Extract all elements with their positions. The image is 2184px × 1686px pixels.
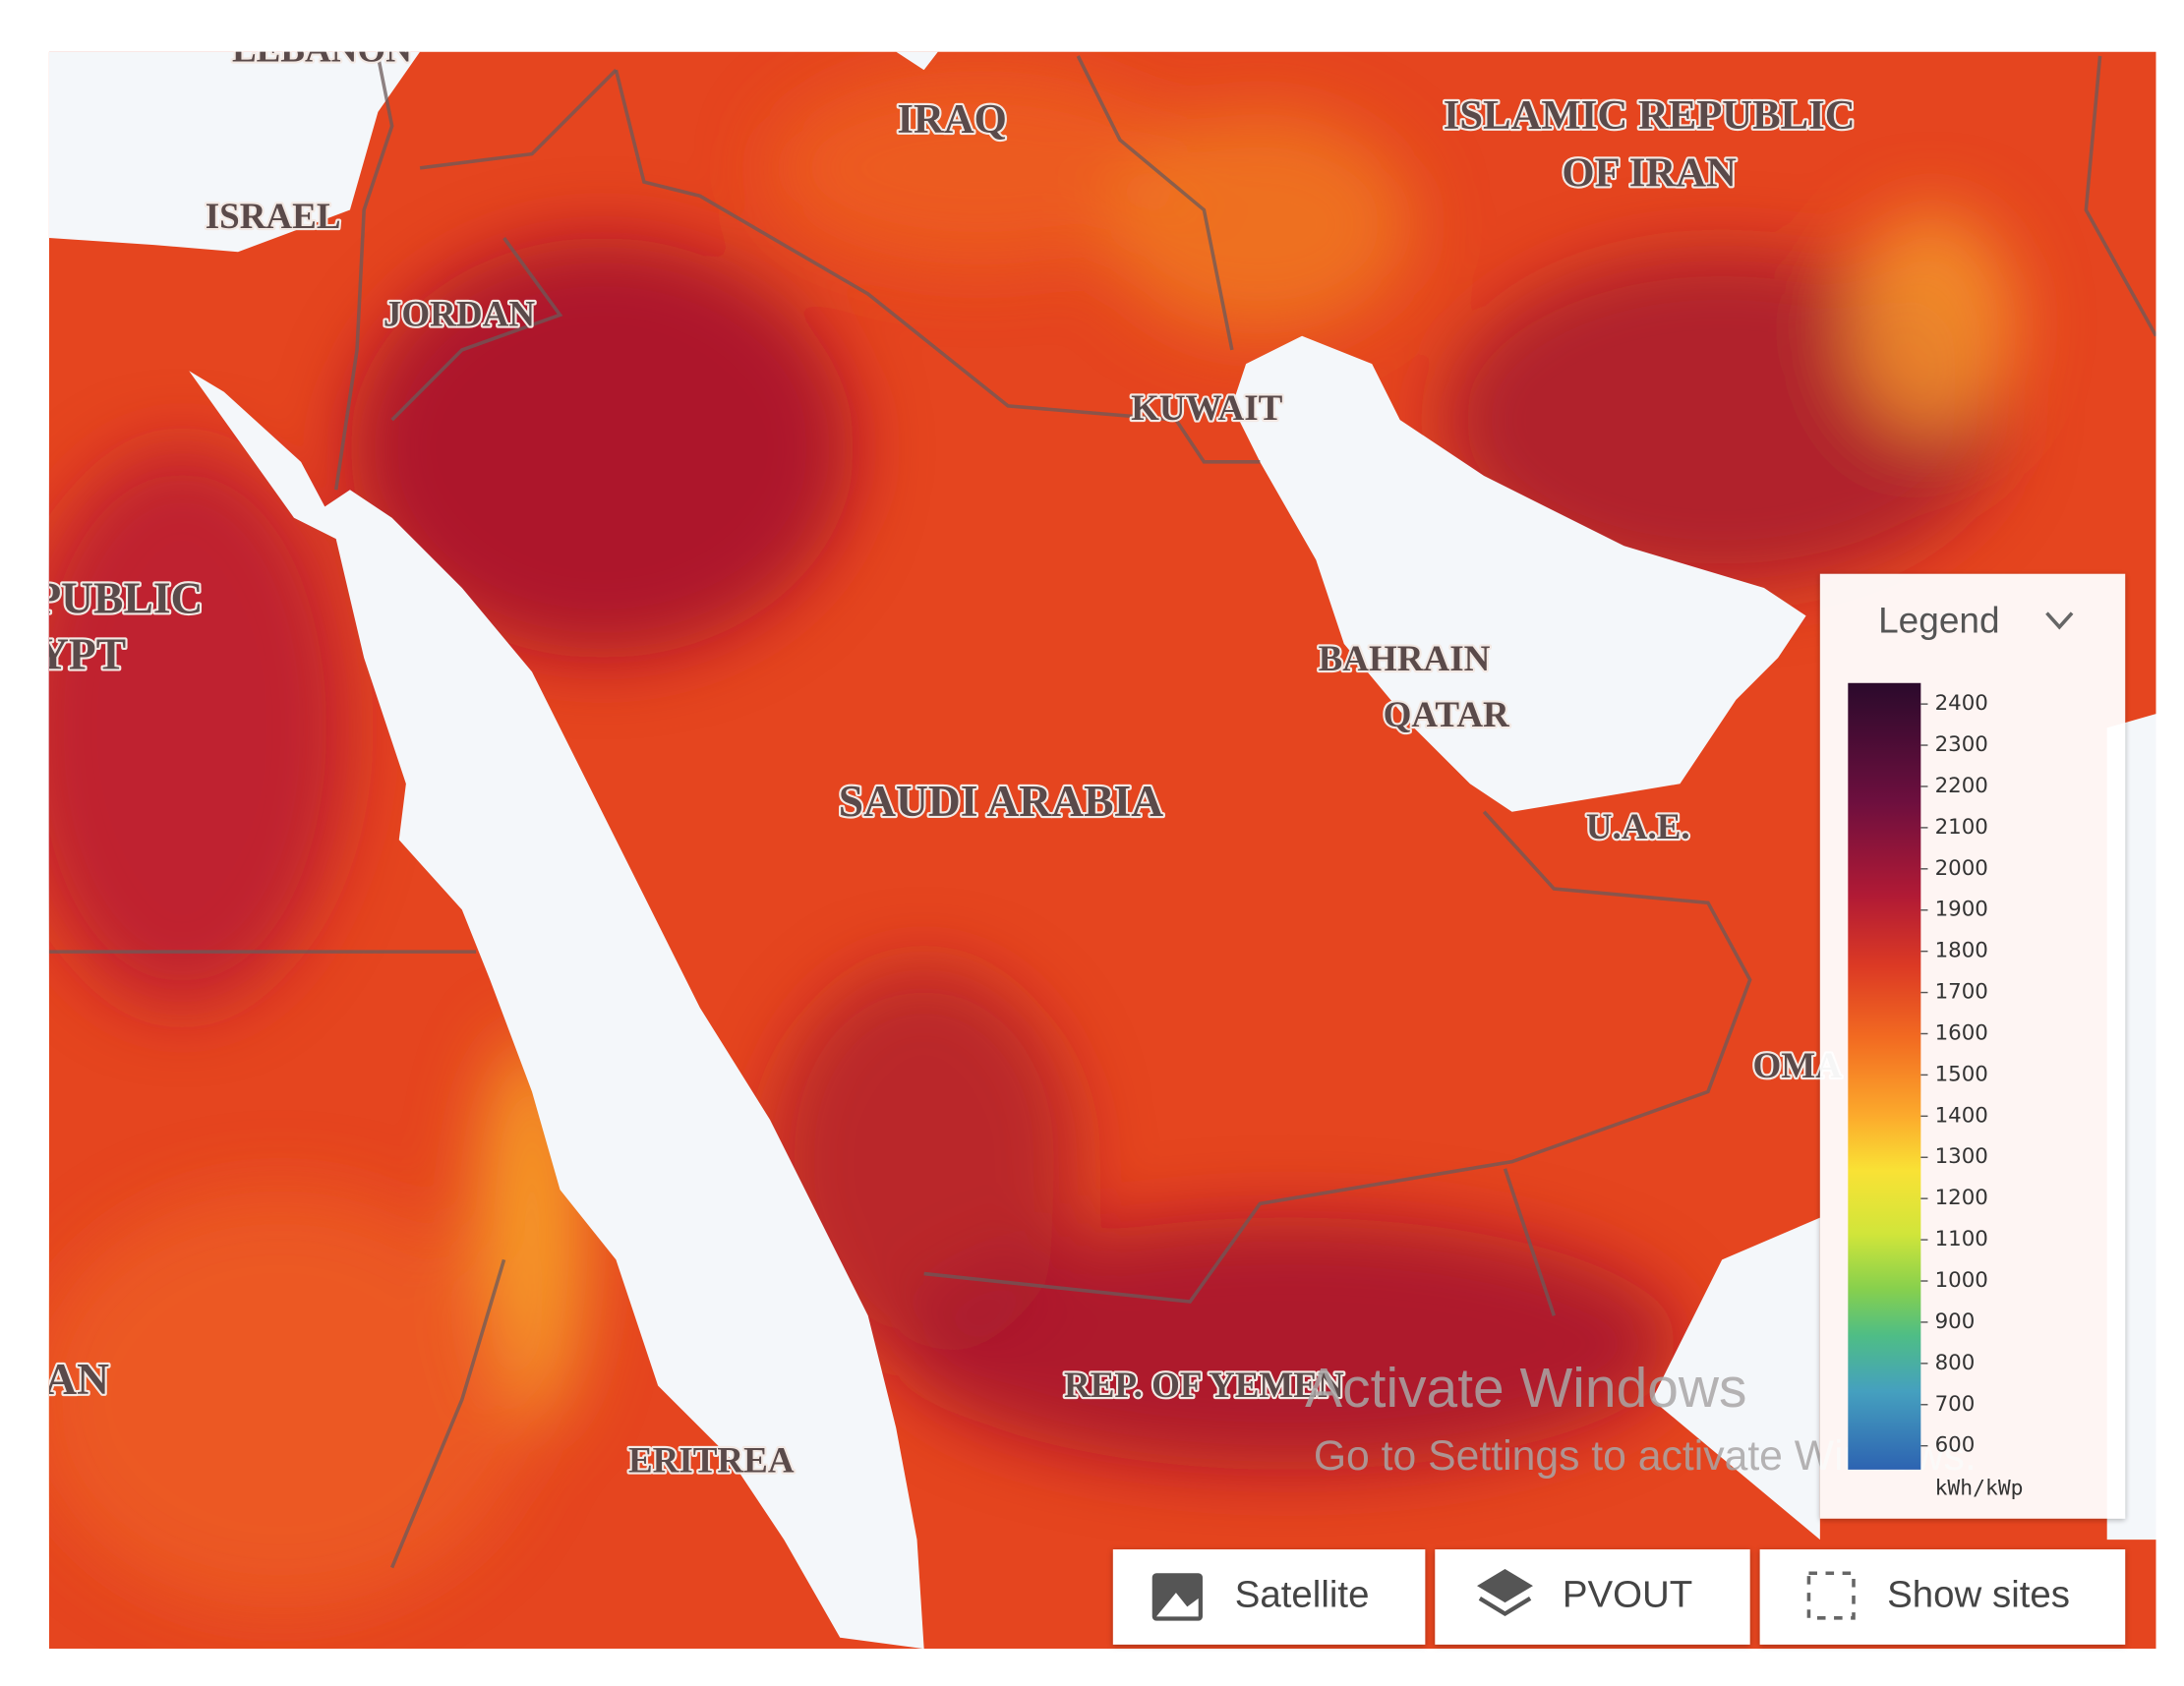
button-background (1435, 1549, 1750, 1645)
place-label: QATAR (1384, 695, 1510, 735)
sites-icon (1806, 1571, 1856, 1620)
legend-title: Legend (1878, 600, 1999, 641)
legend-unit: kWh/kWp (1935, 1477, 2024, 1501)
place-label: PUBLIC (33, 573, 203, 623)
place-label: ERITREA (628, 1441, 795, 1482)
watermark-title: Activate Windows (1305, 1357, 1746, 1420)
place-labels: LEBANON IRAQ ISLAMIC REPUBLIC OF IRAN IS… (33, 30, 1858, 1483)
place-label: IRAQ (897, 96, 1007, 143)
legend-chevron[interactable] (2045, 611, 2074, 630)
button-label: PVOUT (1563, 1574, 1692, 1616)
legend-tick-label: 700 (1935, 1392, 1976, 1417)
legend-tick-label: 2100 (1935, 815, 1988, 840)
place-label: SAUDI ARABIA (839, 776, 1163, 826)
legend-tick-label: 2400 (1935, 691, 1988, 716)
place-label: ISRAEL (206, 197, 341, 237)
toolbar: Satellite PVOUT Show sites (1112, 1549, 2126, 1645)
place-label: U.A.E. (1586, 807, 1690, 847)
legend-header[interactable]: Legend (1878, 600, 2074, 641)
legend-tick-label: 2300 (1935, 732, 1988, 757)
show-sites-button[interactable]: Show sites (1759, 1549, 2126, 1645)
button-label: Show sites (1887, 1574, 2070, 1616)
legend-tick-label: 1300 (1935, 1144, 1988, 1169)
place-label: YPT (36, 629, 126, 679)
legend-tick-label: 900 (1935, 1309, 1976, 1334)
map[interactable]: LEBANON IRAQ ISLAMIC REPUBLIC OF IRAN IS… (14, 30, 2156, 1650)
legend-tick-label: 1200 (1935, 1186, 1988, 1210)
legend-tick-label: 1700 (1935, 980, 1988, 1005)
button-label: Satellite (1235, 1574, 1370, 1616)
satellite-icon-detail (1155, 1593, 1199, 1617)
place-label: AN (44, 1354, 109, 1404)
legend-tick-label: 600 (1935, 1433, 1976, 1458)
irradiance-shading (48, 70, 2017, 1610)
place-label: KUWAIT (1131, 388, 1283, 429)
legend-colorbar (1848, 682, 1921, 1470)
legend-tick-label: 1600 (1935, 1020, 1988, 1045)
place-label: ISLAMIC REPUBLIC (1444, 92, 1856, 139)
layers-icon-detail (1478, 1597, 1532, 1617)
layers-icon (1477, 1568, 1533, 1603)
place-label: REP. OF YEMEN (1064, 1366, 1344, 1406)
place-label: BAHRAIN (1319, 639, 1491, 679)
legend-tick-label: 1400 (1935, 1103, 1988, 1128)
legend-tick-label: 800 (1935, 1351, 1976, 1375)
borders (48, 55, 2156, 1569)
place-label: OF IRAN (1562, 149, 1737, 196)
legend-tick-label: 1800 (1935, 939, 1988, 963)
legend-tick-label: 2000 (1935, 856, 1988, 881)
satellite-button[interactable]: Satellite (1112, 1549, 1426, 1645)
legend-tick-label: 1500 (1935, 1062, 1988, 1086)
legend-tick-label: 1000 (1935, 1268, 1988, 1293)
legend-tick-label: 2200 (1935, 774, 1988, 798)
legend-tick-label: 1100 (1935, 1227, 1988, 1251)
place-label: LEBANON (232, 30, 412, 71)
legend-tick-label: 1900 (1935, 898, 1988, 922)
button-background (1759, 1549, 2126, 1645)
place-label: JORDAN (384, 295, 535, 335)
pvout-button[interactable]: PVOUT (1435, 1549, 1750, 1645)
legend-panel: Legend 2400 2300 2200 2100 2000 1900 1800 1700 1… (1819, 573, 2126, 1519)
